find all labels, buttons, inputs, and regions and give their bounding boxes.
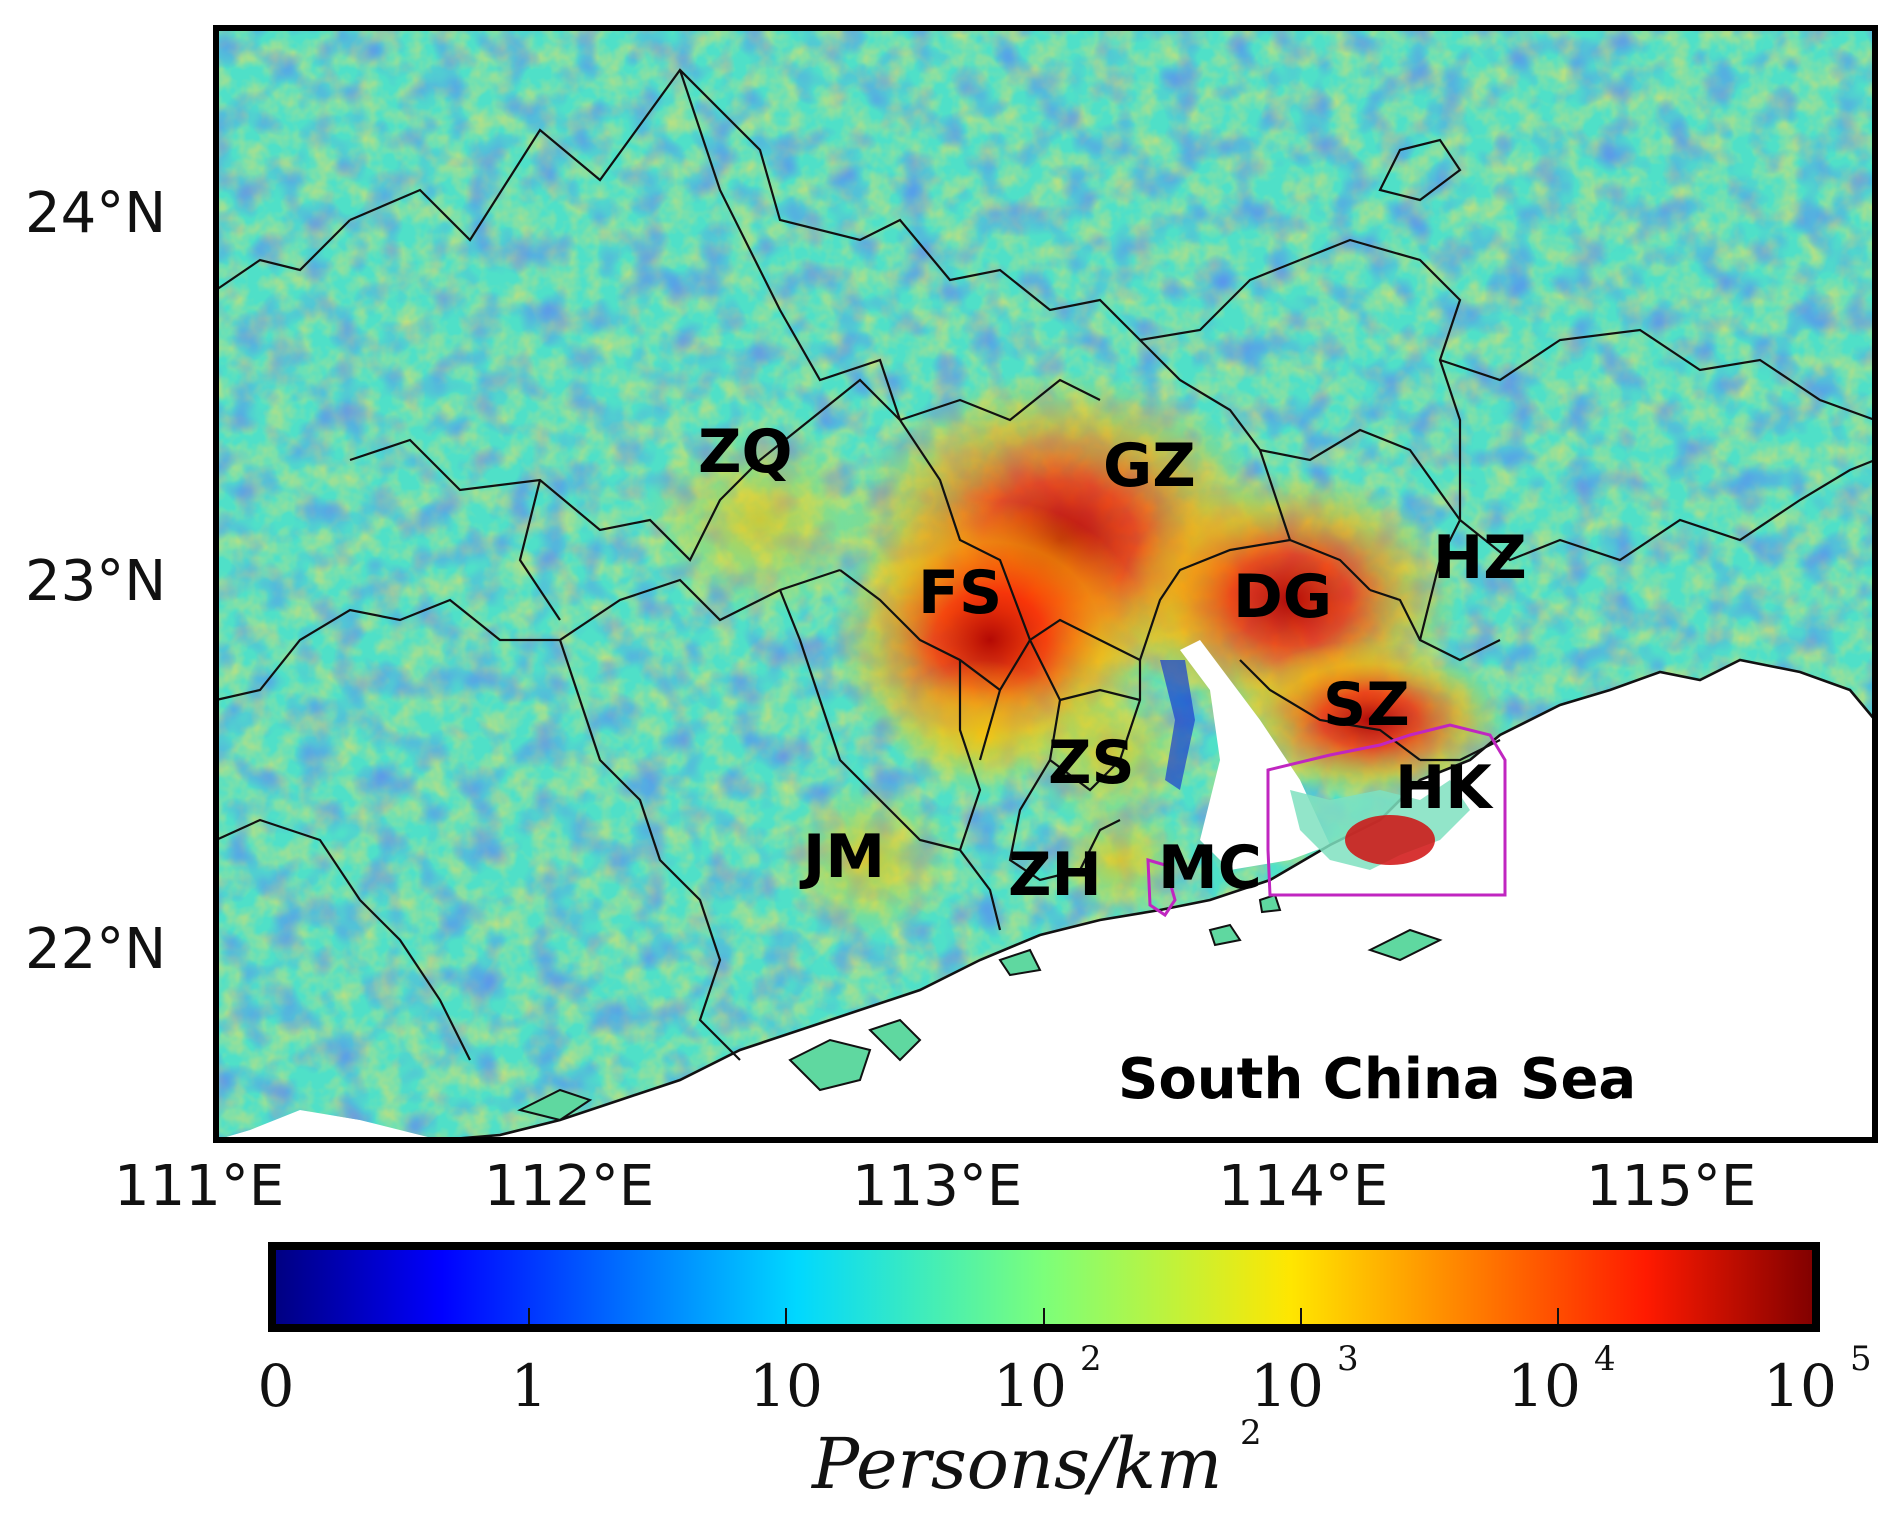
macau-boundary — [1146, 857, 1177, 918]
colorbar-tick-exponent: 2 — [1080, 1339, 1102, 1379]
city-label-hz: HZ — [1433, 523, 1527, 593]
lat-tick-label: 23°N — [25, 549, 166, 614]
colorbar-tick-label: 0 — [258, 1352, 295, 1420]
colorbar-title-exponent: 2 — [1240, 1413, 1262, 1453]
lon-tick-label: 114°E — [1218, 1154, 1388, 1219]
lon-tick-label: 112°E — [484, 1154, 654, 1219]
colorbar-tick-label: 1 — [511, 1352, 548, 1420]
map-panel: ZQ GZ FS DG HZ SZ ZS HK JM ZH MC South C… — [213, 25, 1878, 1143]
longitude-axis: 111°E 112°E 113°E 114°E 115°E — [114, 1154, 1756, 1219]
latitude-axis: 24°N 23°N 22°N — [25, 181, 166, 982]
colorbar-tick-exponent: 3 — [1337, 1339, 1359, 1379]
colorbar: 0 1 10 10 2 10 3 10 4 10 5 Persons/km 2 — [258, 1242, 1872, 1505]
city-labels: ZQ GZ FS DG HZ SZ ZS HK JM ZH MC South C… — [698, 417, 1636, 1112]
city-label-hk: HK — [1395, 753, 1494, 823]
colorbar-tick-label: 10 — [1250, 1352, 1324, 1420]
admin-boundaries — [215, 68, 1876, 1061]
colorbar-tick-label: 10 — [1763, 1352, 1837, 1420]
city-label-fs: FS — [918, 558, 1002, 628]
city-label-gz: GZ — [1103, 431, 1196, 501]
colorbar-tick-exponent: 4 — [1594, 1339, 1616, 1379]
coastline — [439, 658, 1876, 1142]
city-label-zq: ZQ — [698, 417, 793, 487]
sea-label: South China Sea — [1118, 1047, 1636, 1112]
colorbar-tick-label: 10 — [1507, 1352, 1581, 1420]
lon-tick-label: 115°E — [1586, 1154, 1756, 1219]
lon-tick-label: 111°E — [114, 1154, 284, 1219]
city-label-zs: ZS — [1048, 728, 1135, 798]
map-frame — [213, 25, 1878, 1143]
colorbar-tick-label: 10 — [749, 1352, 823, 1420]
city-label-dg: DG — [1233, 562, 1332, 632]
city-label-mc: MC — [1158, 833, 1262, 903]
city-label-zh: ZH — [1008, 840, 1102, 910]
land-density-field — [216, 28, 1875, 1140]
coastal-islands — [517, 893, 1443, 1122]
lat-tick-label: 22°N — [25, 917, 166, 982]
city-label-sz: SZ — [1323, 670, 1410, 740]
city-label-jm: JM — [799, 822, 885, 892]
colorbar-tick-label: 10 — [993, 1352, 1067, 1420]
colorbar-frame — [268, 1242, 1820, 1332]
colorbar-tick-exponent: 5 — [1850, 1339, 1872, 1379]
lon-tick-label: 113°E — [852, 1154, 1022, 1219]
colorbar-title: Persons/km — [810, 1423, 1222, 1505]
pearl-river-estuary — [1180, 640, 1330, 870]
hong-kong-boundary — [1266, 723, 1507, 897]
lat-tick-label: 24°N — [25, 181, 166, 246]
